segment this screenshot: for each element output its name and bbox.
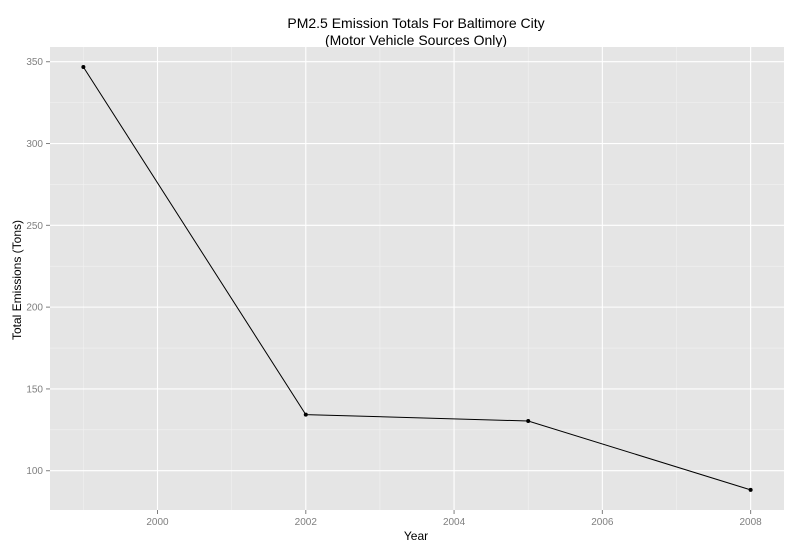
- data-point: [748, 487, 753, 492]
- y-tick-label: 350: [26, 57, 43, 68]
- series-line: [82, 66, 751, 491]
- x-tick-label: 2006: [591, 517, 614, 528]
- series-points: [81, 64, 753, 492]
- grid-major: [50, 47, 784, 510]
- y-tick-label: 150: [26, 384, 43, 395]
- x-tick-label: 2000: [146, 517, 169, 528]
- y-tick-labels: 100 150 200 250 300 350: [26, 57, 43, 477]
- data-point: [303, 412, 308, 417]
- y-axis-label: Total Emissions (Tons): [10, 220, 24, 340]
- chart-subtitle: (Motor Vehicle Sources Only): [325, 32, 507, 48]
- chart-title: PM2.5 Emission Totals For Baltimore City: [287, 15, 544, 31]
- x-tick-label: 2002: [295, 517, 318, 528]
- y-tick-label: 100: [26, 466, 43, 477]
- data-point: [81, 64, 86, 69]
- data-point: [526, 418, 531, 423]
- grid-minor: [50, 47, 784, 510]
- plot-panel: [50, 47, 784, 510]
- y-tick-label: 300: [26, 139, 43, 150]
- x-tick-label: 2004: [443, 517, 466, 528]
- x-axis-label: Year: [404, 529, 428, 543]
- y-tick-label: 200: [26, 303, 43, 314]
- series-line-group: [82, 66, 751, 491]
- x-tick-label: 2008: [740, 517, 763, 528]
- x-tick-labels: 2000 2002 2004 2006 2008: [146, 517, 762, 528]
- axis-ticks: [46, 61, 752, 514]
- y-tick-label: 250: [26, 221, 43, 232]
